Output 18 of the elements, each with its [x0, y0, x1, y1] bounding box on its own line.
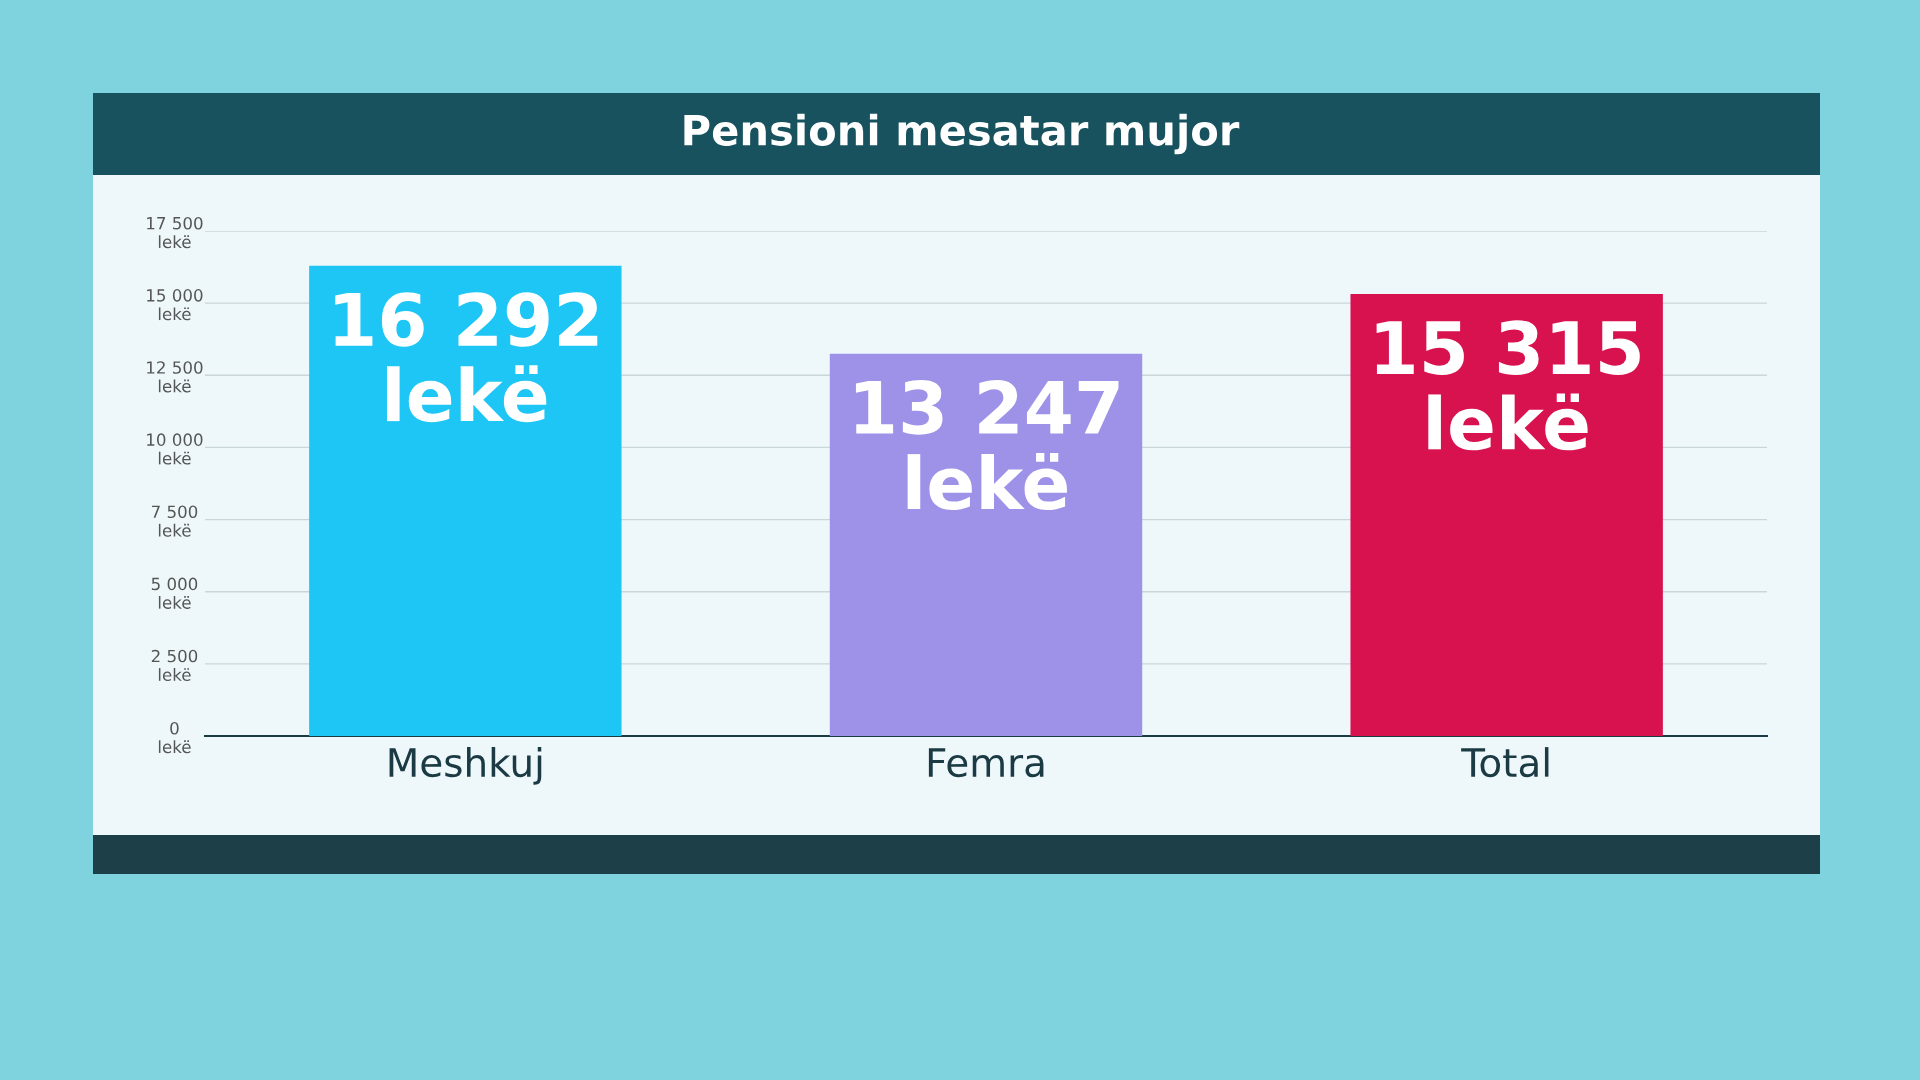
data-label: 16 292 lekë — [335, 292, 598, 423]
y-tick-label: 0 lekë — [158, 721, 191, 754]
y-tick-label: 2 500 lekë — [151, 649, 198, 682]
bar — [829, 353, 1143, 736]
chart-title: Pensioni mesatar mujor — [684, 113, 1240, 155]
y-tick-label: 15 000 lekë — [147, 289, 203, 321]
y-tick-label: 5 000 lekë — [151, 577, 198, 609]
bar — [309, 265, 622, 736]
x-tick-label: Femra — [928, 748, 1044, 778]
bar — [1350, 294, 1663, 736]
x-tick-label: Meshkuj — [389, 747, 542, 785]
y-tick-label: 7 500 lekë — [151, 505, 198, 537]
data-label: 13 247 lekë — [855, 380, 1119, 511]
y-tick-label: 10 000 lekë — [147, 433, 203, 465]
x-tick-label: Total — [1461, 747, 1549, 778]
y-tick-label: 17 500 lekë — [147, 216, 203, 249]
data-label: 15 315 lekë — [1376, 320, 1640, 451]
y-tick-label: 12 500 lekë — [147, 361, 203, 393]
